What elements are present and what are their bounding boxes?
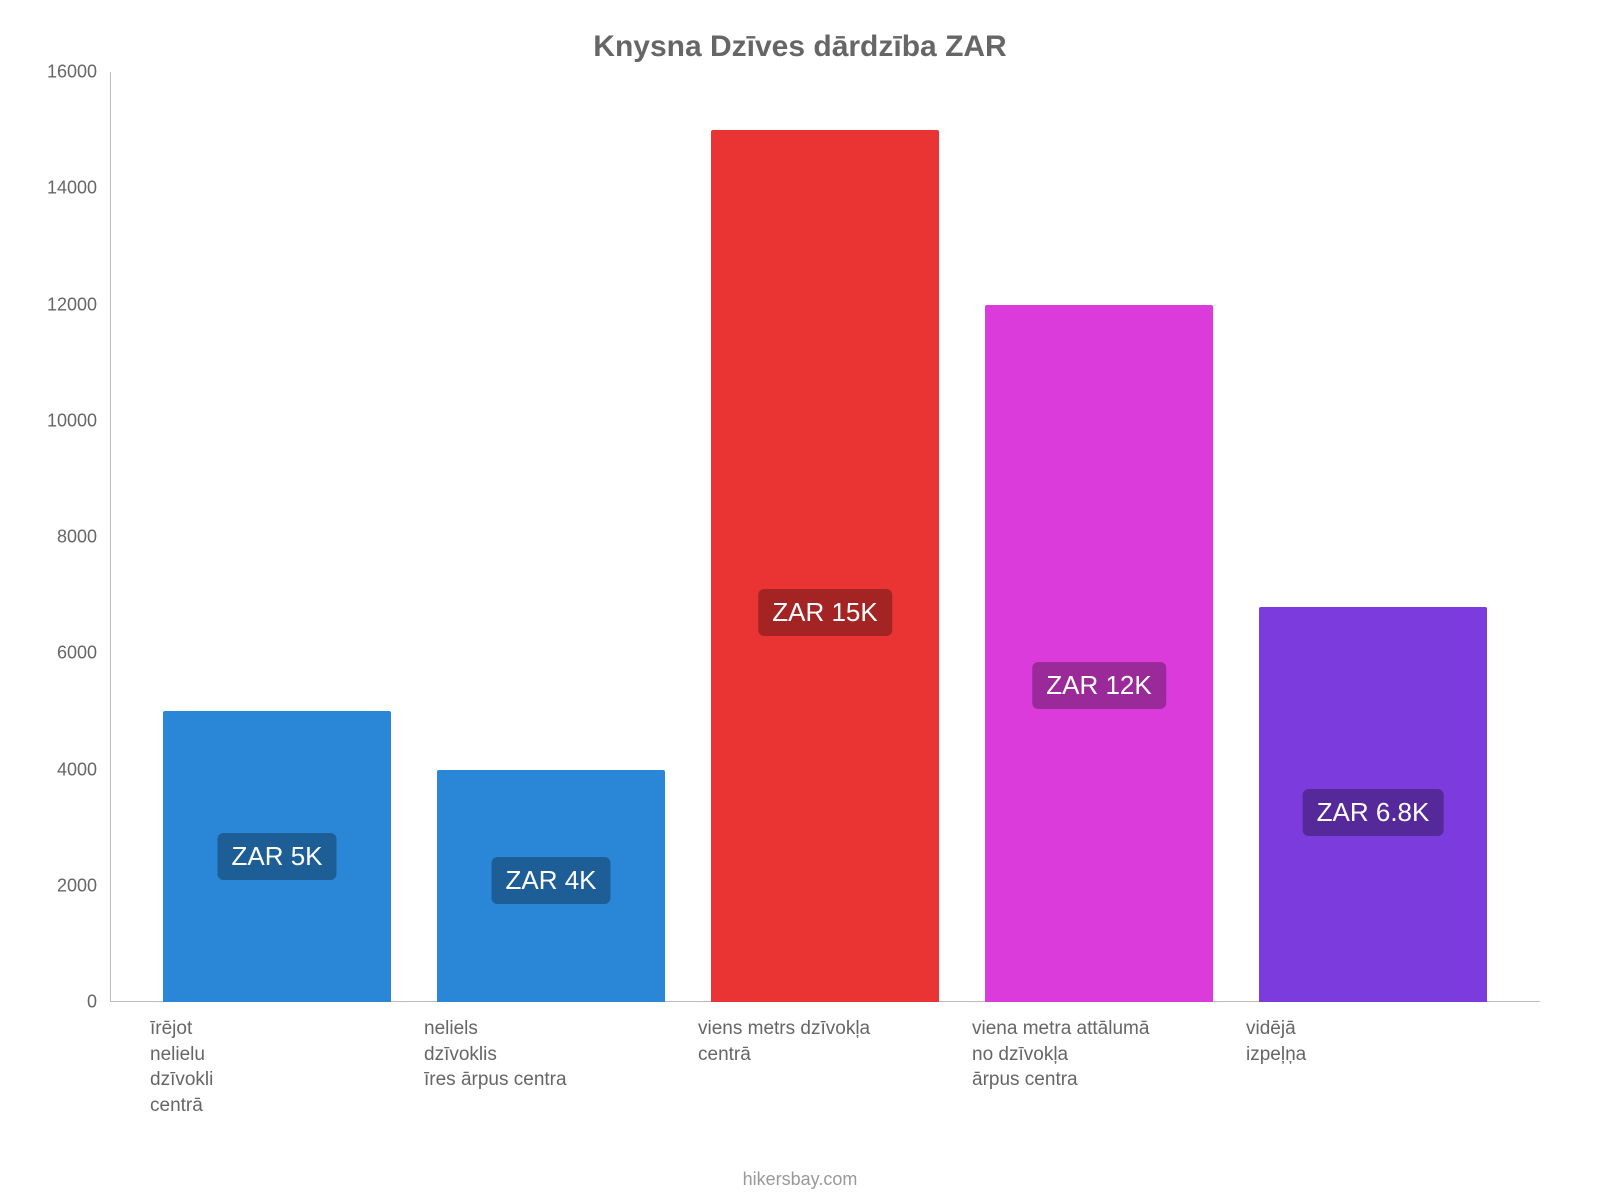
y-tick: 4000 bbox=[57, 759, 97, 780]
y-tick: 8000 bbox=[57, 527, 97, 548]
y-axis: 0200040006000800010000120001400016000 bbox=[40, 72, 105, 1002]
plot-area: 0200040006000800010000120001400016000 ZA… bbox=[110, 72, 1540, 1002]
y-tick: 14000 bbox=[47, 178, 97, 199]
bars-group: ZAR 5K ZAR 4K ZAR 15K ZAR 12K ZAR 6.8K bbox=[110, 72, 1540, 1002]
chart-container: Knysna Dzīves dārdzība ZAR 0200040006000… bbox=[0, 0, 1600, 1200]
source-text: hikersbay.com bbox=[40, 1169, 1560, 1190]
x-category-label: viens metrs dzīvokļa centrā bbox=[688, 1016, 962, 1119]
bar-slot: ZAR 5K bbox=[140, 72, 414, 1002]
bar-slot: ZAR 4K bbox=[414, 72, 688, 1002]
y-tick: 16000 bbox=[47, 62, 97, 83]
y-tick: 2000 bbox=[57, 875, 97, 896]
chart-title: Knysna Dzīves dārdzība ZAR bbox=[40, 30, 1560, 64]
bar-value-label: ZAR 15K bbox=[758, 589, 892, 636]
bar bbox=[711, 130, 938, 1002]
x-category-label: vidējā izpeļņa bbox=[1236, 1016, 1510, 1119]
bar-slot: ZAR 15K bbox=[688, 72, 962, 1002]
y-tick: 0 bbox=[87, 992, 97, 1013]
bar bbox=[985, 305, 1212, 1003]
x-category-label: īrējot nelielu dzīvokli centrā bbox=[140, 1016, 414, 1119]
x-axis: īrējot nelielu dzīvokli centrāneliels dz… bbox=[110, 1002, 1540, 1119]
bar-value-label: ZAR 5K bbox=[217, 833, 336, 880]
bar-value-label: ZAR 6.8K bbox=[1303, 789, 1444, 836]
x-category-label: viena metra attālumā no dzīvokļa ārpus c… bbox=[962, 1016, 1236, 1119]
y-tick: 10000 bbox=[47, 410, 97, 431]
bar-slot: ZAR 6.8K bbox=[1236, 72, 1510, 1002]
bar-value-label: ZAR 12K bbox=[1032, 662, 1166, 709]
y-tick: 12000 bbox=[47, 294, 97, 315]
x-category-label: neliels dzīvoklis īres ārpus centra bbox=[414, 1016, 688, 1119]
y-tick: 6000 bbox=[57, 643, 97, 664]
bar-slot: ZAR 12K bbox=[962, 72, 1236, 1002]
bar-value-label: ZAR 4K bbox=[491, 857, 610, 904]
